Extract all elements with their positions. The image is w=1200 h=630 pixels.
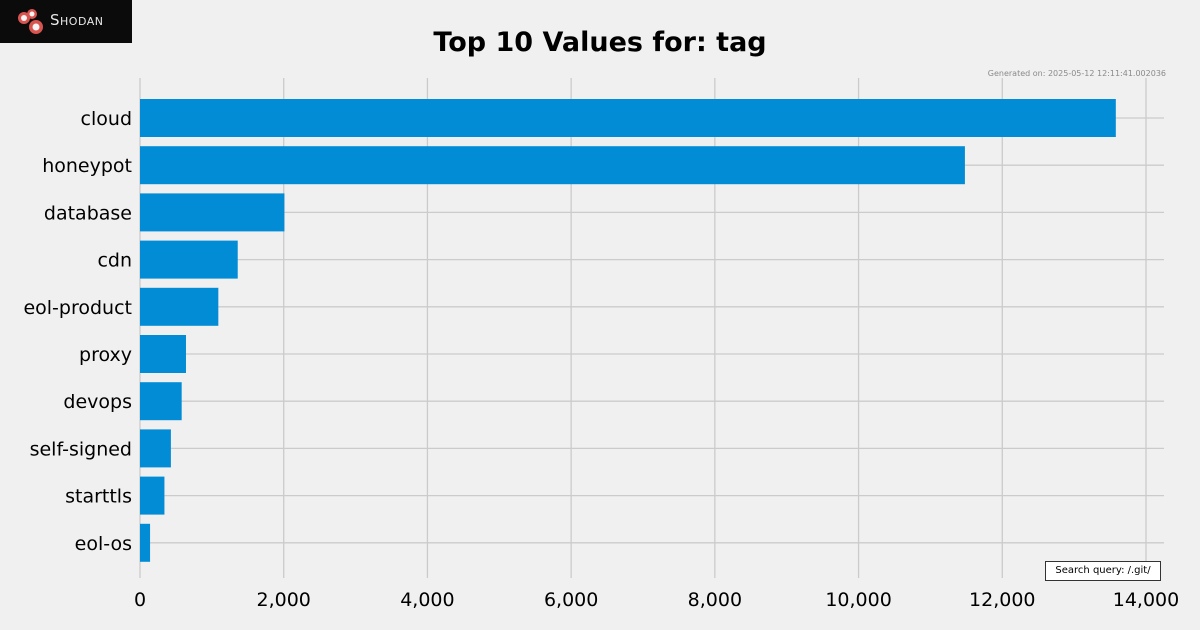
bar-cdn[interactable] <box>140 240 238 279</box>
shodan-logo-icon <box>18 9 43 34</box>
shodan-logo[interactable]: Shodan <box>0 0 132 43</box>
bar-starttls[interactable] <box>140 476 165 515</box>
category-label: database <box>44 202 132 224</box>
category-label: eol-os <box>75 533 132 555</box>
category-label-layer: cloud honeypot database cdn eol-product proxy… <box>23 108 132 555</box>
category-label: eol-product <box>23 297 132 319</box>
category-label: cloud <box>81 108 132 130</box>
bar-proxy[interactable] <box>140 335 186 373</box>
bar-self-signed[interactable] <box>140 429 171 468</box>
x-tick-label: 8,000 <box>688 589 742 611</box>
category-label: cdn <box>97 250 132 272</box>
bar-database[interactable] <box>140 193 285 232</box>
bar-honeypot[interactable] <box>140 146 965 185</box>
bar-eol-product[interactable] <box>140 287 219 326</box>
x-tick-label: 4,000 <box>400 589 454 611</box>
category-label: proxy <box>79 344 132 366</box>
x-tick-label: 14,000 <box>1113 589 1179 611</box>
bar-layer <box>140 99 1116 562</box>
x-tick-label-layer: 0 2,000 4,000 6,000 8,000 10,000 12,000 14,000 <box>134 589 1179 611</box>
x-tick-label: 10,000 <box>825 589 891 611</box>
category-label: self-signed <box>30 438 132 460</box>
category-label: devops <box>63 391 132 413</box>
x-tick-label: 0 <box>134 589 146 611</box>
x-tick-label: 2,000 <box>257 589 311 611</box>
shodan-logo-text: Shodan <box>50 11 104 29</box>
generated-timestamp: Generated on: 2025-05-12 12:11:41.002036 <box>987 69 1166 78</box>
x-tick-label: 12,000 <box>969 589 1035 611</box>
bar-cloud[interactable] <box>140 99 1116 137</box>
x-tick-label: 6,000 <box>544 589 598 611</box>
search-query-box: Search query: /.git/ <box>1045 561 1161 581</box>
category-label: honeypot <box>42 155 132 177</box>
category-label: starttls <box>65 486 132 508</box>
bar-eol-os[interactable] <box>140 523 151 562</box>
bar-devops[interactable] <box>140 382 182 421</box>
chart-title: Top 10 Values for: tag <box>433 27 767 58</box>
